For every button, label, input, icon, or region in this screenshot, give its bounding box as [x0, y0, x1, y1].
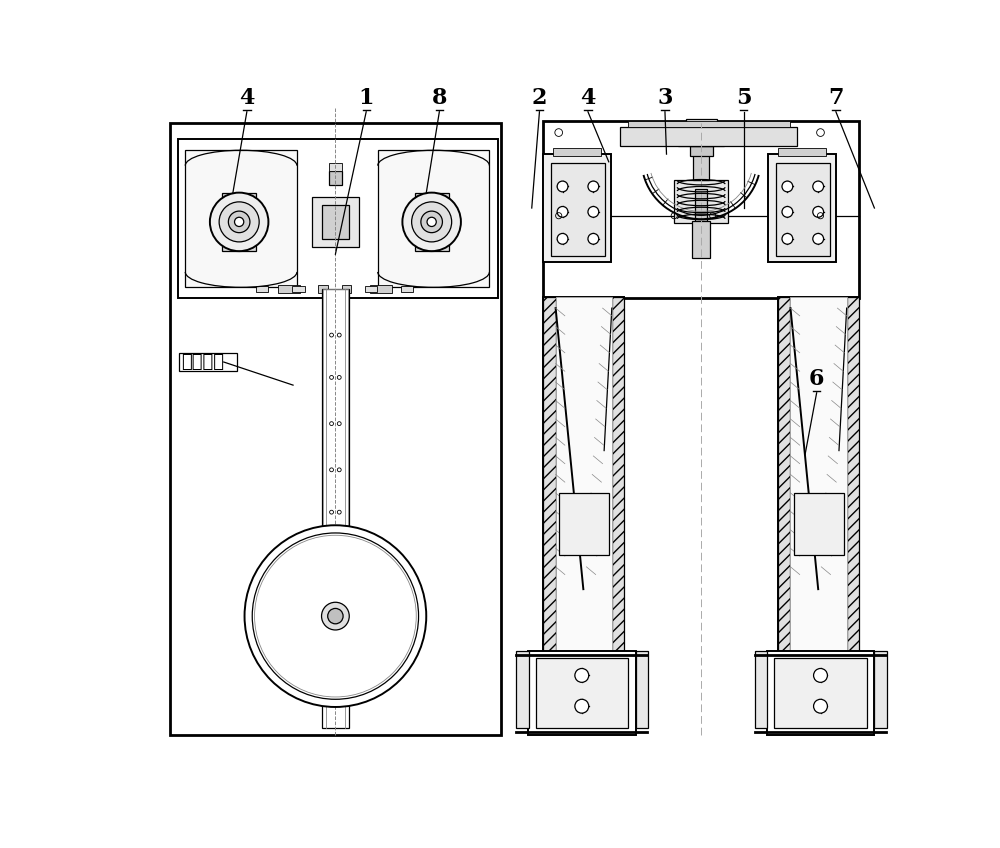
Bar — [774, 658, 867, 728]
Bar — [847, 297, 859, 717]
Circle shape — [557, 233, 568, 244]
Bar — [778, 148, 826, 156]
Bar — [553, 148, 601, 156]
Bar — [178, 139, 498, 298]
Bar — [256, 286, 268, 292]
Bar — [556, 297, 612, 717]
Bar — [222, 192, 256, 251]
Circle shape — [575, 700, 589, 713]
Bar — [678, 135, 724, 147]
Circle shape — [235, 217, 244, 226]
Bar — [329, 171, 342, 185]
Text: 8: 8 — [432, 86, 447, 109]
Circle shape — [557, 206, 568, 217]
Bar — [323, 289, 348, 616]
Circle shape — [421, 211, 442, 232]
Circle shape — [813, 233, 824, 244]
Bar — [636, 650, 648, 728]
Text: 1: 1 — [358, 86, 374, 109]
Bar — [686, 120, 717, 135]
Bar — [768, 154, 836, 262]
Text: 6: 6 — [809, 368, 824, 390]
Bar — [543, 297, 624, 717]
Circle shape — [813, 181, 824, 192]
Circle shape — [322, 602, 349, 630]
Bar — [620, 127, 797, 147]
Bar — [695, 189, 707, 223]
Bar — [318, 285, 328, 293]
Bar — [794, 493, 844, 555]
Bar — [278, 285, 300, 293]
Circle shape — [219, 202, 259, 242]
Text: 4: 4 — [239, 86, 255, 109]
Circle shape — [427, 217, 436, 226]
Bar — [693, 153, 709, 181]
Bar — [179, 353, 237, 371]
Bar — [790, 297, 847, 717]
Bar — [342, 285, 351, 293]
Bar — [536, 658, 628, 728]
Bar — [170, 123, 501, 735]
Bar — [401, 286, 413, 292]
Bar — [692, 221, 710, 258]
Circle shape — [782, 181, 793, 192]
Circle shape — [412, 202, 452, 242]
Bar — [365, 286, 377, 292]
Bar — [543, 121, 859, 298]
Bar — [331, 611, 340, 621]
Circle shape — [328, 608, 343, 624]
Bar — [778, 297, 790, 717]
Text: 7: 7 — [828, 86, 844, 109]
Circle shape — [245, 525, 426, 707]
Circle shape — [588, 181, 599, 192]
Bar — [612, 297, 624, 717]
Text: 5: 5 — [736, 86, 751, 109]
Bar — [755, 650, 767, 728]
Bar — [559, 493, 609, 555]
Text: 电子模块: 电子模块 — [181, 353, 224, 371]
Bar — [551, 164, 605, 256]
Circle shape — [575, 668, 589, 683]
Circle shape — [782, 233, 793, 244]
Circle shape — [814, 700, 827, 713]
Bar — [674, 181, 728, 223]
Bar — [329, 164, 342, 171]
Bar — [767, 650, 874, 735]
Circle shape — [228, 211, 250, 232]
Circle shape — [813, 206, 824, 217]
Bar — [370, 285, 392, 293]
Text: 2: 2 — [532, 86, 547, 109]
Bar — [778, 297, 859, 717]
Circle shape — [588, 206, 599, 217]
Bar — [874, 650, 887, 728]
Bar — [528, 650, 636, 735]
Circle shape — [210, 192, 268, 251]
Bar — [322, 205, 349, 239]
Text: 4: 4 — [580, 86, 596, 109]
Bar — [292, 286, 305, 292]
Bar — [690, 147, 713, 156]
Text: 3: 3 — [657, 86, 673, 109]
Bar — [415, 192, 449, 251]
Circle shape — [588, 233, 599, 244]
Circle shape — [402, 192, 461, 251]
Bar — [312, 198, 358, 247]
Bar — [185, 150, 297, 287]
Bar — [378, 150, 489, 287]
Circle shape — [557, 181, 568, 192]
Circle shape — [814, 668, 827, 683]
Bar — [543, 154, 611, 262]
Bar — [516, 650, 529, 728]
Bar — [628, 121, 790, 127]
Circle shape — [782, 206, 793, 217]
Bar — [543, 297, 556, 717]
Bar — [322, 289, 349, 728]
Bar — [776, 164, 830, 256]
